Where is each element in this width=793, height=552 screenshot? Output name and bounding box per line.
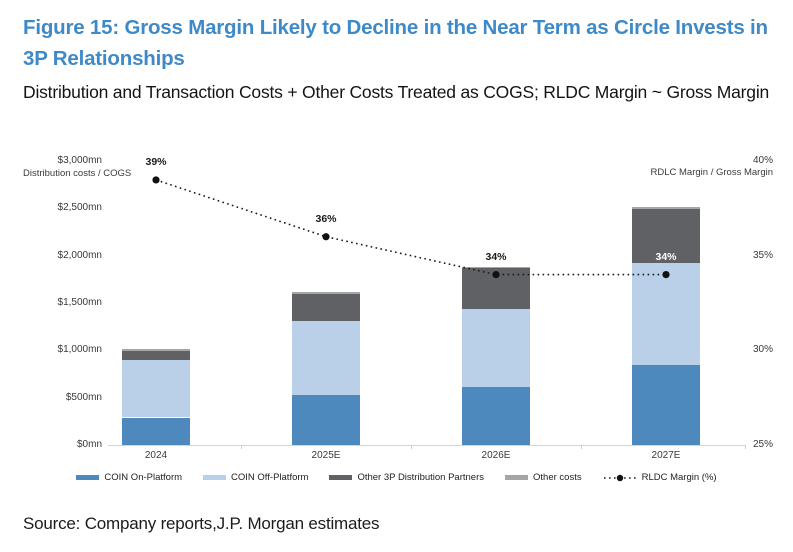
- bar-segment: [292, 292, 360, 294]
- bar-segment: [462, 309, 530, 387]
- legend-item-rldc-margin: RLDC Margin (%): [603, 472, 717, 483]
- axis-boundary-tick: [581, 445, 582, 449]
- x-axis-label: 2024: [144, 450, 168, 461]
- rldc-margin-label: 36%: [315, 212, 337, 225]
- left-axis-tick: $1,500mn: [57, 297, 102, 308]
- left-axis-tick: $3,000mn: [57, 155, 102, 166]
- axis-boundary-tick: [411, 445, 412, 449]
- bar-segment: [292, 294, 360, 321]
- legend-label: RLDC Margin (%): [641, 472, 717, 483]
- bar-segment: [292, 394, 360, 445]
- bar-segment: [122, 359, 190, 418]
- legend-item: Other costs: [505, 472, 582, 483]
- right-axis-tick: 35%: [752, 249, 773, 261]
- legend-swatch: [76, 475, 100, 480]
- bar-segment: [632, 365, 700, 445]
- legend-item: COIN On-Platform: [76, 472, 182, 483]
- left-axis-tick: $2,000mn: [57, 249, 102, 261]
- right-axis-title: RDLC Margin / Gross Margin: [650, 167, 773, 178]
- x-axis-label: 2025E: [311, 450, 341, 461]
- figure-title: Figure 15: Gross Margin Likely to Declin…: [23, 16, 768, 70]
- chart-legend: COIN On-Platform COIN Off-Platform Other 3…: [0, 472, 793, 483]
- legend-swatch: [329, 475, 353, 480]
- axis-boundary-tick: [745, 445, 746, 449]
- right-axis-tick: 40%: [752, 155, 773, 166]
- rldc-margin-label: 39%: [145, 155, 167, 168]
- legend-swatch: [505, 475, 529, 480]
- left-axis-tick: $500mn: [65, 391, 102, 403]
- legend-label: COIN On-Platform: [104, 472, 183, 483]
- rldc-margin-point: [152, 176, 160, 184]
- left-axis-title: Distribution costs / COGS: [23, 168, 132, 179]
- rldc-margin-label: 34%: [655, 250, 677, 263]
- x-axis-label: 2026E: [481, 450, 511, 461]
- left-axis-tick: $0mn: [76, 439, 102, 450]
- axis-boundary-tick: [241, 445, 242, 449]
- right-axis-tick: 30%: [752, 344, 773, 356]
- legend-label: COIN Off-Platform: [231, 472, 309, 483]
- bar-segment: [462, 266, 530, 269]
- x-axis-label: 2027E: [651, 450, 681, 461]
- left-axis-tick: $1,000mn: [57, 344, 102, 356]
- bar-segment: [122, 350, 190, 360]
- bar-segment: [122, 348, 190, 351]
- left-axis-tick: $2,500mn: [57, 202, 102, 214]
- x-axis-line: [108, 445, 745, 446]
- bar-segment: [632, 262, 700, 365]
- bar-segment: [632, 206, 700, 209]
- rldc-margin-point: [322, 233, 330, 241]
- figure-subtitle: Distribution and Transaction Costs + Oth…: [23, 82, 770, 102]
- bar-segment: [122, 417, 190, 445]
- legend-item: COIN Off-Platform: [203, 472, 308, 483]
- legend-item: Other 3P Distribution Partners: [329, 472, 484, 483]
- legend-label: Other costs: [533, 472, 582, 483]
- legend-label: Other 3P Distribution Partners: [357, 472, 485, 483]
- rldc-margin-label: 34%: [485, 250, 507, 263]
- right-axis-tick: 25%: [752, 439, 773, 450]
- legend-swatch: [203, 475, 227, 480]
- bar-segment: [462, 268, 530, 310]
- bar-segment: [292, 320, 360, 395]
- dotted-line-marker-icon: [603, 474, 636, 481]
- source-note: Source: Company reports,J.P. Morgan esti…: [23, 514, 380, 533]
- bar-segment: [462, 386, 530, 445]
